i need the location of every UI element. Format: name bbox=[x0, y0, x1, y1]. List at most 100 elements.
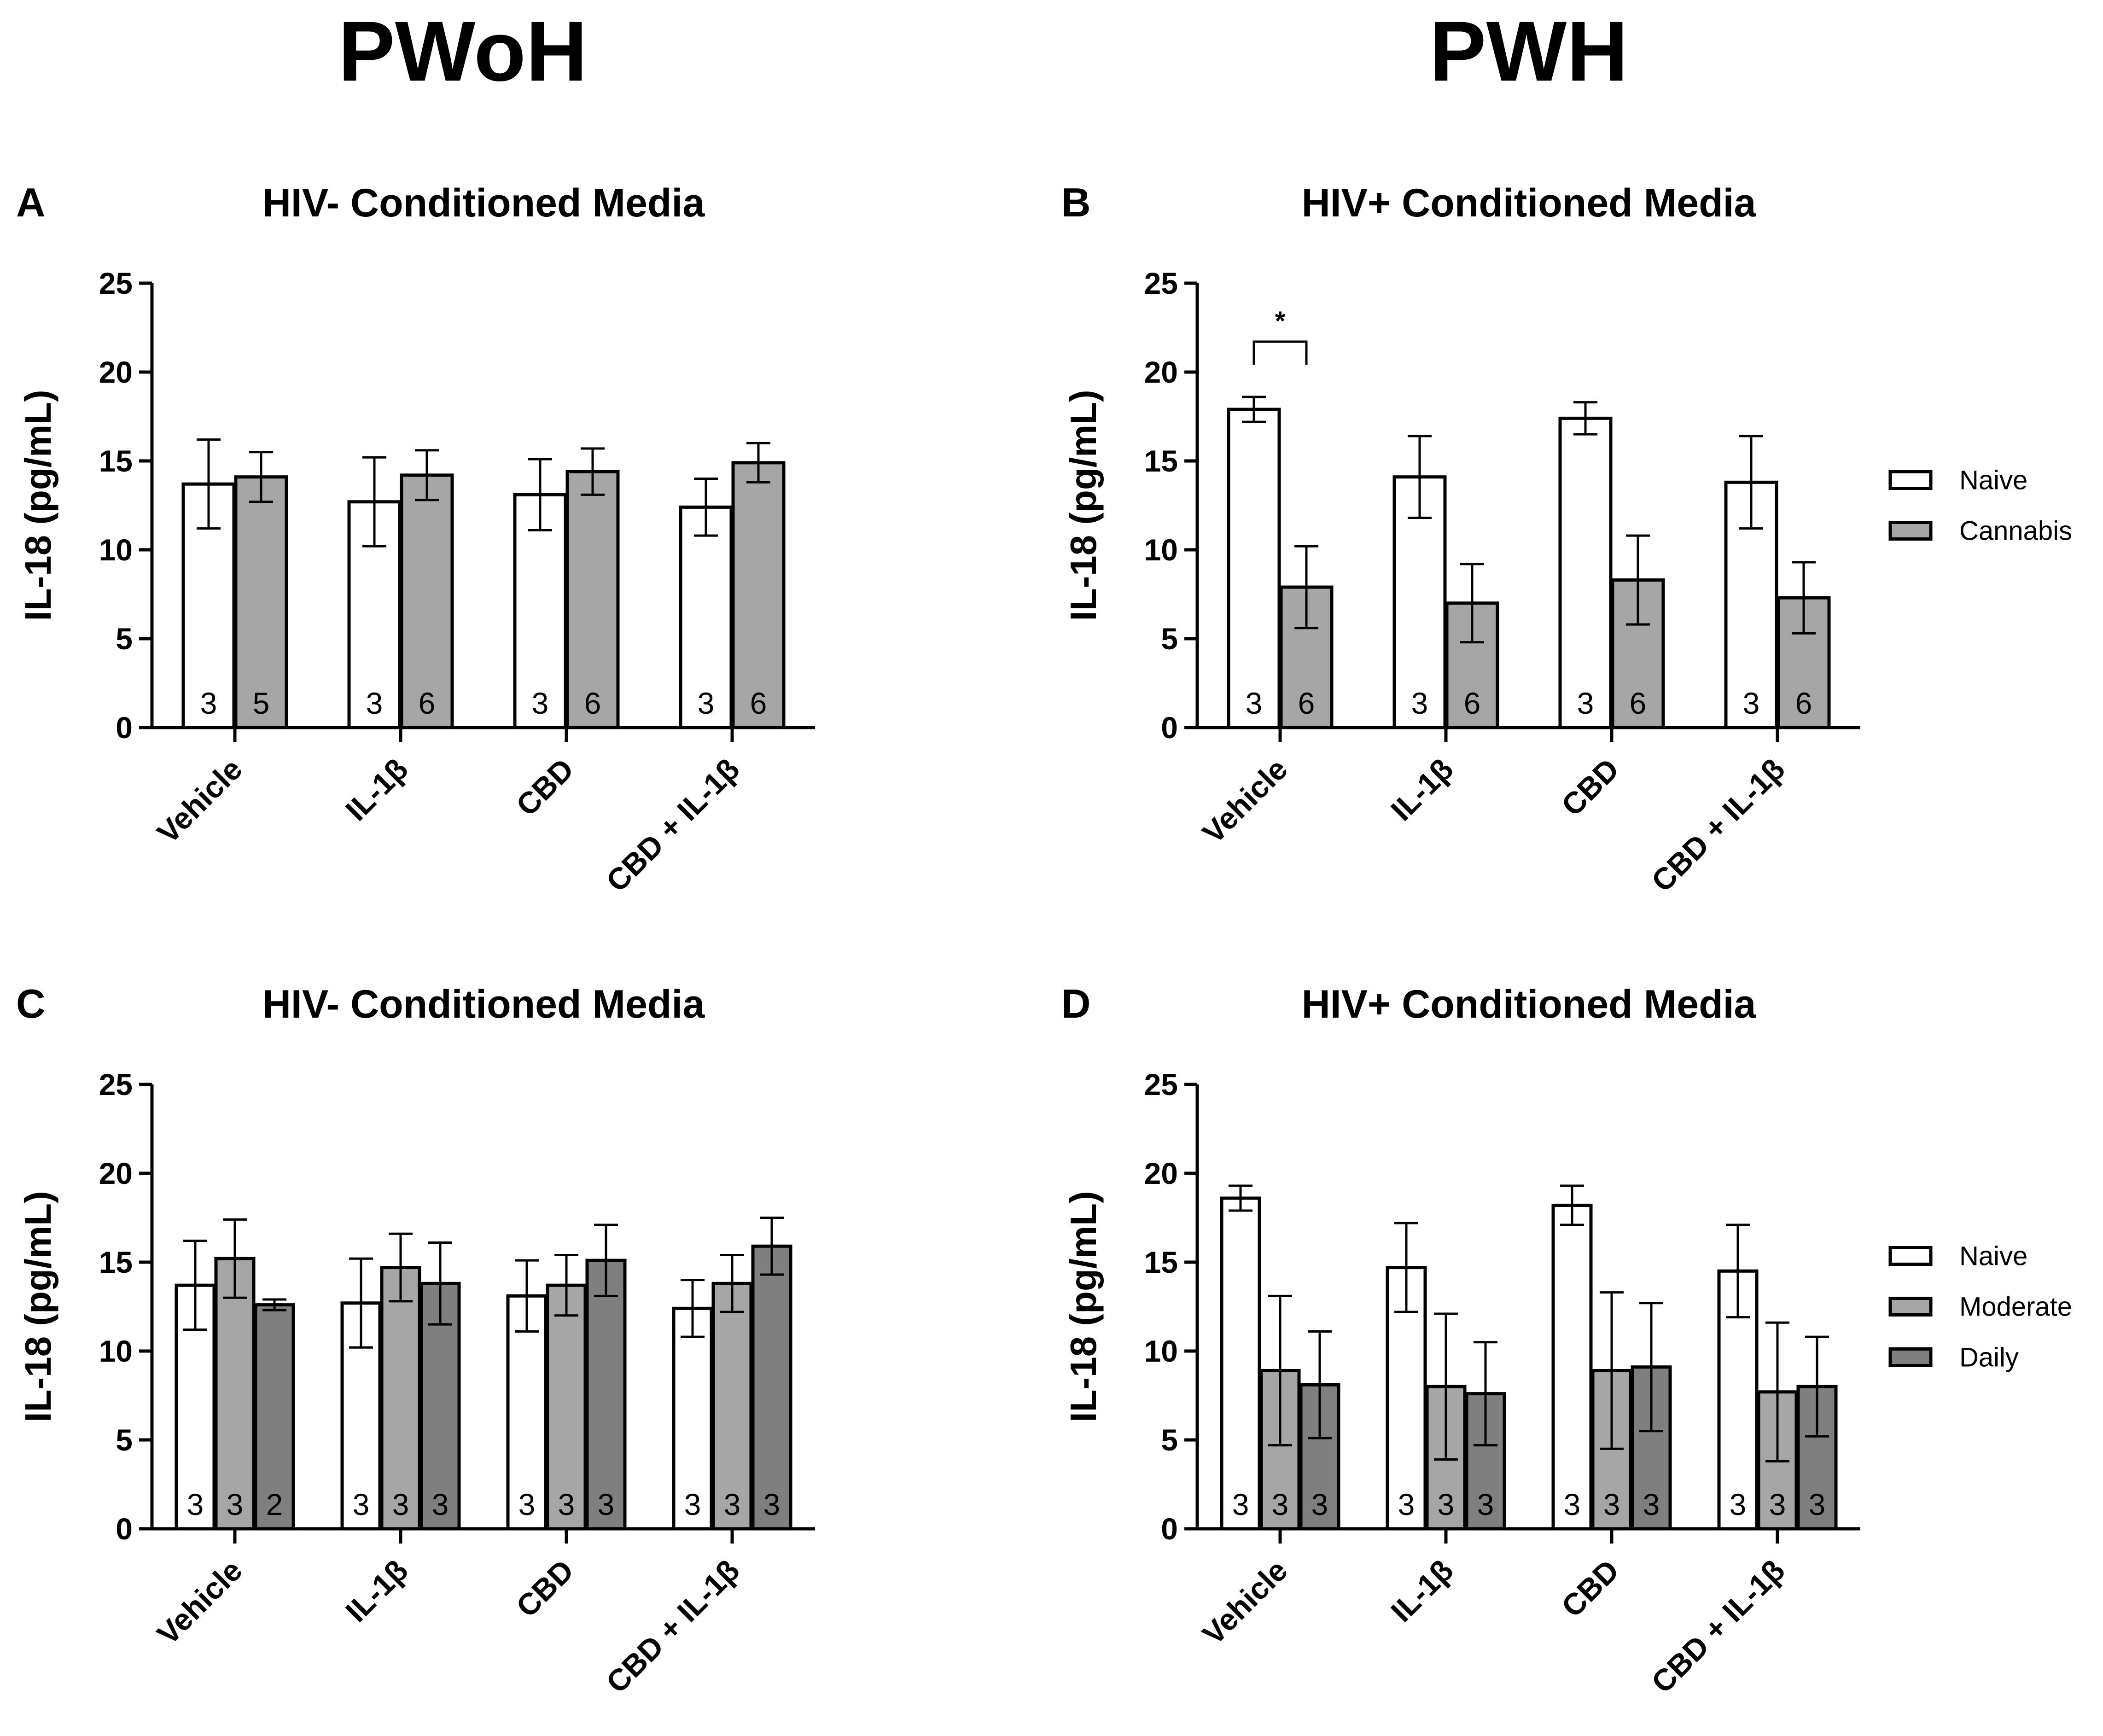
panel-title: HIV+ Conditioned Media bbox=[1302, 982, 1757, 1026]
n-label: 3 bbox=[353, 1487, 370, 1521]
n-label: 3 bbox=[187, 1487, 204, 1521]
column-title-pwh: PWH bbox=[1429, 4, 1628, 99]
y-tick-label: 20 bbox=[99, 1156, 133, 1190]
y-axis-label: IL-18 (pg/mL) bbox=[1063, 1191, 1104, 1422]
x-tick-label: CBD + IL-1β bbox=[600, 1553, 746, 1700]
bar bbox=[1220, 1196, 1261, 1531]
y-tick-label: 5 bbox=[116, 622, 133, 656]
y-tick-label: 0 bbox=[116, 711, 133, 745]
significance-bracket bbox=[1252, 340, 1308, 365]
panel-title: HIV- Conditioned Media bbox=[262, 982, 705, 1026]
column-title-pwoh: PWoH bbox=[338, 4, 587, 99]
significance-marker: * bbox=[1275, 306, 1286, 336]
y-tick-label: 0 bbox=[1161, 1512, 1178, 1546]
y-tick-label: 5 bbox=[116, 1423, 133, 1457]
n-label: 3 bbox=[1577, 686, 1594, 720]
n-label: 6 bbox=[1795, 686, 1812, 720]
panel-d: D HIV+ Conditioned Media IL-18 (pg/mL) 0 5 10… bbox=[1061, 981, 2072, 1700]
n-label: 3 bbox=[1398, 1487, 1415, 1521]
x-tick-label: CBD + IL-1β bbox=[600, 752, 746, 898]
x-tick-label: Vehicle bbox=[151, 752, 249, 850]
panel-letter: D bbox=[1061, 981, 1091, 1026]
y-axis-label: IL-18 (pg/mL) bbox=[17, 1191, 58, 1422]
y-tick-label: 25 bbox=[99, 266, 133, 300]
y-tick-label: 15 bbox=[99, 1245, 133, 1279]
n-label: 6 bbox=[1298, 686, 1315, 720]
n-label: 3 bbox=[763, 1487, 781, 1521]
y-tick-label: 25 bbox=[99, 1067, 133, 1101]
bar bbox=[1227, 408, 1281, 729]
bar bbox=[1551, 1203, 1593, 1531]
y-tick-label: 20 bbox=[1144, 355, 1178, 389]
x-tick-label: IL-1β bbox=[1384, 1553, 1460, 1629]
y-tick-label: 0 bbox=[116, 1512, 133, 1546]
n-label: 3 bbox=[1643, 1487, 1660, 1521]
n-label: 3 bbox=[1411, 686, 1428, 720]
n-label: 5 bbox=[253, 686, 270, 720]
y-axis-label: IL-18 (pg/mL) bbox=[1063, 390, 1104, 621]
bar bbox=[679, 505, 733, 729]
panel-b: B HIV+ Conditioned Media IL-18 (pg/mL) 0 5 10… bbox=[1061, 180, 2072, 898]
bar bbox=[546, 1283, 587, 1531]
n-label: 3 bbox=[558, 1487, 575, 1521]
n-label: 3 bbox=[1246, 686, 1263, 720]
legend-label: Naive bbox=[1959, 1241, 2027, 1271]
n-label: 3 bbox=[684, 1487, 701, 1521]
panel-letter: C bbox=[16, 981, 46, 1026]
n-label: 3 bbox=[1809, 1487, 1826, 1521]
n-label: 3 bbox=[1743, 686, 1760, 720]
x-tick-label: CBD + IL-1β bbox=[1645, 752, 1791, 898]
y-tick-label: 10 bbox=[1144, 533, 1178, 567]
n-label: 3 bbox=[1769, 1487, 1786, 1521]
bar bbox=[254, 1303, 295, 1531]
panel-title: HIV- Conditioned Media bbox=[262, 181, 705, 225]
n-label: 3 bbox=[1438, 1487, 1455, 1521]
y-tick-label: 25 bbox=[1144, 266, 1178, 300]
n-label: 6 bbox=[750, 686, 767, 720]
n-label: 3 bbox=[598, 1487, 615, 1521]
bar bbox=[1558, 416, 1613, 729]
x-tick-label: CBD + IL-1β bbox=[1645, 1553, 1791, 1700]
n-label: 3 bbox=[532, 686, 549, 720]
x-tick-label: CBD bbox=[509, 1553, 580, 1624]
legend-swatch bbox=[1888, 521, 1933, 541]
panel-a: A HIV- Conditioned Media IL-18 (pg/mL) 0 5 10… bbox=[16, 180, 815, 898]
x-tick-label: CBD bbox=[1555, 1553, 1625, 1624]
x-tick-label: IL-1β bbox=[339, 1553, 414, 1629]
panel-c: C HIV- Conditioned Media IL-18 (pg/mL) 0 5 10… bbox=[16, 981, 815, 1700]
y-tick-label: 5 bbox=[1161, 1423, 1178, 1457]
legend-label: Daily bbox=[1959, 1343, 2019, 1373]
y-tick-label: 25 bbox=[1144, 1067, 1178, 1101]
bar bbox=[513, 493, 567, 729]
legend-label: Cannabis bbox=[1959, 516, 2072, 546]
y-tick-label: 10 bbox=[99, 1334, 133, 1368]
panel-letter: B bbox=[1061, 180, 1091, 225]
y-axis-label: IL-18 (pg/mL) bbox=[17, 390, 58, 621]
n-label: 6 bbox=[1464, 686, 1481, 720]
panels: A HIV- Conditioned Media IL-18 (pg/mL) 0 5 10… bbox=[16, 180, 2072, 1700]
bar bbox=[214, 1257, 256, 1531]
legend-swatch bbox=[1888, 1297, 1933, 1317]
x-tick-label: Vehicle bbox=[1196, 752, 1294, 850]
bar bbox=[731, 461, 786, 729]
y-tick-label: 15 bbox=[99, 444, 133, 478]
n-label: 6 bbox=[1630, 686, 1647, 720]
legend-item: Daily bbox=[1888, 1343, 2019, 1373]
legend-item: Naive bbox=[1888, 466, 2027, 495]
n-label: 3 bbox=[1603, 1487, 1620, 1521]
bar bbox=[711, 1282, 753, 1531]
n-label: 3 bbox=[724, 1487, 741, 1521]
y-tick-label: 0 bbox=[1161, 711, 1178, 745]
x-tick-label: Vehicle bbox=[1196, 1553, 1294, 1651]
n-label: 3 bbox=[432, 1487, 449, 1521]
n-label: 3 bbox=[1564, 1487, 1581, 1521]
y-tick-label: 20 bbox=[99, 355, 133, 389]
x-tick-label: IL-1β bbox=[339, 752, 414, 827]
legend-item: Moderate bbox=[1888, 1292, 2072, 1322]
legend-swatch bbox=[1888, 1347, 1933, 1367]
legend-label: Naive bbox=[1959, 466, 2027, 495]
y-tick-label: 10 bbox=[99, 533, 133, 567]
x-tick-label: CBD bbox=[509, 752, 580, 822]
legend-swatch bbox=[1888, 1246, 1933, 1266]
